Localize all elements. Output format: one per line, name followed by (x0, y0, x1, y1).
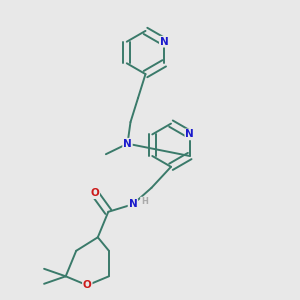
Text: H: H (141, 197, 148, 206)
Text: O: O (83, 280, 92, 290)
Text: N: N (185, 129, 194, 140)
Text: N: N (123, 139, 132, 149)
Text: N: N (160, 37, 169, 47)
Text: O: O (90, 188, 99, 198)
Text: N: N (128, 199, 137, 209)
